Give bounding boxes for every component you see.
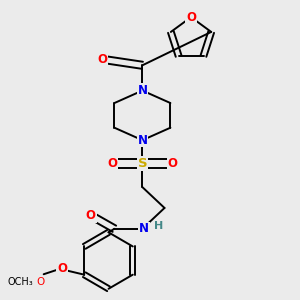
Text: O: O [57, 262, 67, 275]
Text: O: O [167, 157, 178, 170]
Text: O: O [37, 277, 45, 287]
Text: OCH₃: OCH₃ [8, 277, 33, 287]
Text: N: N [139, 222, 149, 235]
Text: O: O [86, 209, 96, 222]
Text: O: O [186, 11, 196, 24]
Text: S: S [138, 157, 147, 170]
Text: O: O [107, 157, 117, 170]
Text: N: N [137, 84, 147, 97]
Text: O: O [98, 53, 108, 66]
Text: N: N [137, 134, 147, 147]
Text: H: H [154, 221, 163, 231]
